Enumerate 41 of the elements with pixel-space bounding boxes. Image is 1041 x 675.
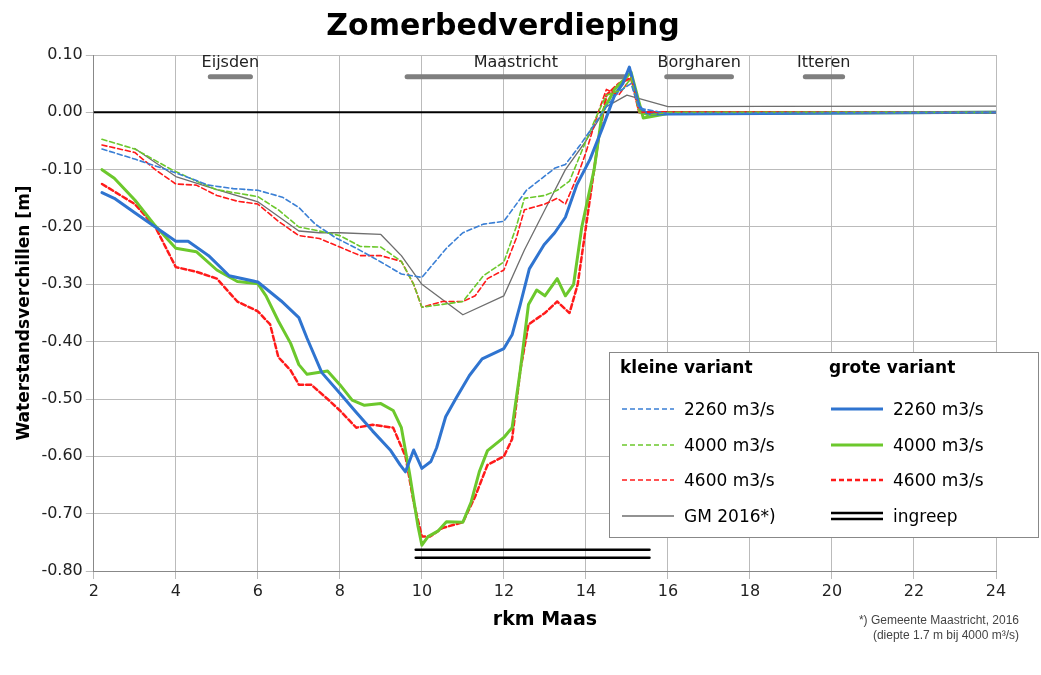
x-tick-label: 4 <box>170 580 181 600</box>
y-tick-label: -0.10 <box>41 158 83 178</box>
y-axis-title: Waterstandsverchillen [m] <box>12 185 33 441</box>
annotation: Maastricht <box>473 51 558 71</box>
x-tick-label: 12 <box>493 580 515 600</box>
y-tick-label: 0.00 <box>47 101 83 121</box>
x-tick-label: 6 <box>252 580 263 600</box>
legend-label: 4600 m3/s <box>684 470 775 491</box>
x-tick-label: 8 <box>334 580 345 600</box>
x-tick-label: 16 <box>657 580 679 600</box>
legend-label: 4000 m3/s <box>684 434 775 455</box>
x-tick-label: 20 <box>821 580 843 600</box>
y-tick-label: -0.80 <box>41 560 83 580</box>
legend-label: 2260 m3/s <box>893 399 984 420</box>
annotation: Itteren <box>797 51 851 71</box>
x-tick-label: 18 <box>739 580 761 600</box>
chart-title: Zomerbedverdieping <box>326 6 680 42</box>
y-tick-label: -0.60 <box>41 445 83 465</box>
y-tick-label: -0.20 <box>41 216 83 236</box>
annotation: Eijsden <box>201 51 260 71</box>
y-tick-label: -0.40 <box>41 330 83 350</box>
legend-label: 2260 m3/s <box>684 399 775 420</box>
y-tick-label: -0.30 <box>41 273 83 293</box>
legend-label: 4600 m3/s <box>893 470 984 491</box>
y-tick-label: -0.70 <box>41 502 83 522</box>
text: *) Gemeente Maastricht, 2016 <box>858 613 1019 628</box>
x-tick-label: 24 <box>985 580 1007 600</box>
annotation: grote variant <box>829 356 957 379</box>
y-tick-label: 0.10 <box>47 44 83 64</box>
x-tick-label: 10 <box>411 580 433 600</box>
x-axis-title: rkm Maas <box>492 606 598 629</box>
x-tick-label: 22 <box>903 580 925 600</box>
legend-label: 4000 m3/s <box>893 434 984 455</box>
annotation: kleine variant <box>620 356 754 379</box>
y-tick-label: -0.50 <box>41 388 83 408</box>
annotation: Borgharen <box>657 51 741 71</box>
legend-label: ingreep <box>893 505 958 526</box>
legend-label: GM 2016*) <box>684 505 776 526</box>
text: (diepte 1.7 m bij 4000 m³/s) <box>871 628 1019 643</box>
x-tick-label: 2 <box>88 580 99 600</box>
x-tick-label: 14 <box>575 580 597 600</box>
